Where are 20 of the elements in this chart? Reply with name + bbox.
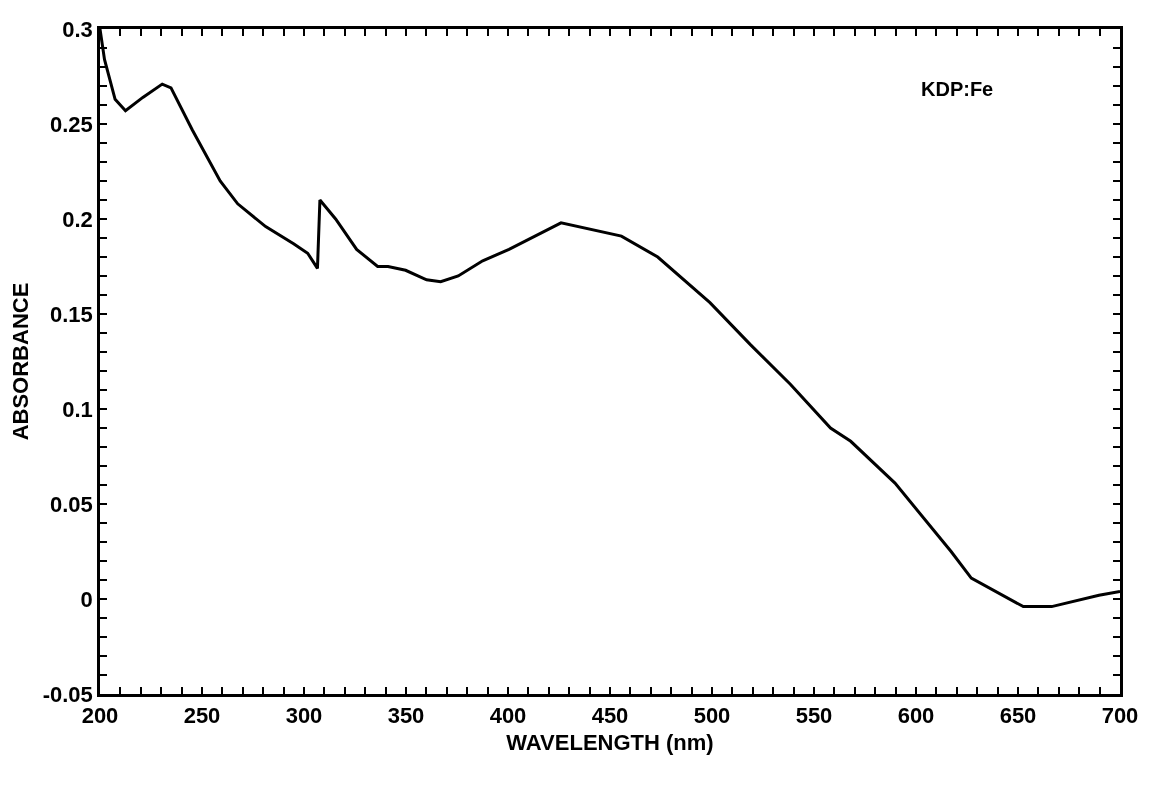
y-tick-label: 0.1 <box>62 396 93 422</box>
x-tick-label: 550 <box>795 703 833 729</box>
x-tick-label: 700 <box>1101 703 1139 729</box>
y-tick-label: 0.25 <box>50 111 93 137</box>
x-tick-label: 250 <box>183 703 221 729</box>
y-tick-label: 0 <box>80 586 93 612</box>
x-tick-label: 350 <box>387 703 425 729</box>
y-axis-title: ABSORBANCE <box>8 282 34 441</box>
x-tick-label: 450 <box>591 703 629 729</box>
y-tick-label: 0.2 <box>62 206 93 232</box>
annotation: KDP:Fe <box>921 78 994 100</box>
y-tick-label: 0.15 <box>50 301 93 327</box>
x-tick-label: 600 <box>897 703 935 729</box>
x-tick-label: 400 <box>489 703 527 729</box>
x-tick-label: 500 <box>693 703 731 729</box>
x-axis-title: WAVELENGTH (nm) <box>506 730 714 756</box>
y-tick-label: 0.3 <box>62 16 93 42</box>
y-tick-label: 0.05 <box>50 491 93 517</box>
x-tick-label: 650 <box>999 703 1037 729</box>
x-tick-label: 300 <box>285 703 323 729</box>
